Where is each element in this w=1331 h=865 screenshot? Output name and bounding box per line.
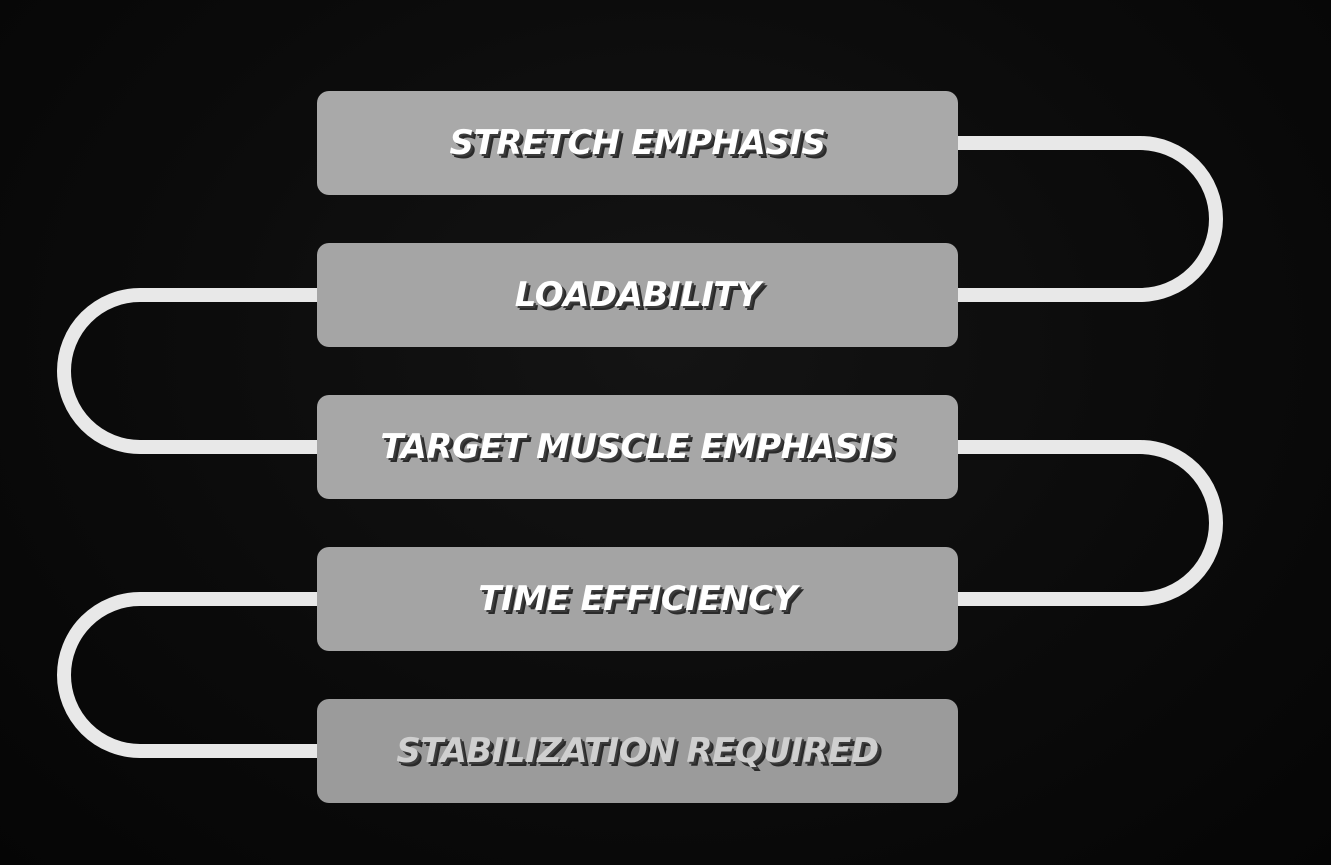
- step-label: STRETCH EMPHASIS: [449, 123, 826, 163]
- step-box-target-muscle-emphasis: TARGET MUSCLE EMPHASIS: [317, 395, 958, 499]
- step-box-stabilization-required: STABILIZATION REQUIRED: [317, 699, 958, 803]
- step-label: STABILIZATION REQUIRED: [396, 731, 879, 771]
- step-box-loadability: LOADABILITY: [317, 243, 958, 347]
- connector-3-4: [951, 440, 1223, 606]
- step-label: TARGET MUSCLE EMPHASIS: [380, 427, 895, 467]
- step-box-stretch-emphasis: STRETCH EMPHASIS: [317, 91, 958, 195]
- connector-4-5: [57, 592, 324, 758]
- step-label: TIME EFFICIENCY: [478, 579, 797, 619]
- connector-2-3: [57, 288, 324, 454]
- connector-1-2: [951, 136, 1223, 302]
- step-label: LOADABILITY: [514, 275, 761, 315]
- step-box-time-efficiency: TIME EFFICIENCY: [317, 547, 958, 651]
